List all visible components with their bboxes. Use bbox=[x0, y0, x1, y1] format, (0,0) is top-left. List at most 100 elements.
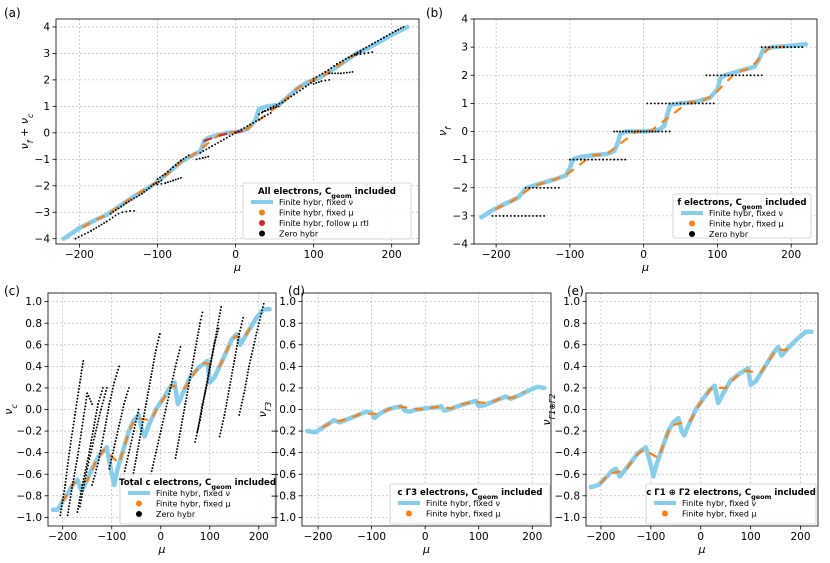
data-point bbox=[506, 214, 509, 217]
data-point bbox=[148, 385, 151, 388]
data-point bbox=[130, 439, 133, 442]
data-point bbox=[353, 53, 356, 56]
plot-area bbox=[588, 329, 814, 490]
y-tick-label: 4 bbox=[461, 14, 468, 26]
data-point bbox=[118, 421, 121, 424]
data-point bbox=[82, 478, 85, 480]
data-point bbox=[206, 381, 209, 384]
data-point bbox=[686, 102, 689, 105]
data-point bbox=[81, 489, 84, 492]
data-point bbox=[342, 71, 345, 74]
data-point bbox=[705, 74, 708, 77]
y-tick-label: −0.4 bbox=[271, 447, 297, 459]
data-point bbox=[92, 477, 95, 480]
data-point bbox=[341, 59, 344, 62]
data-point bbox=[668, 102, 671, 105]
data-point bbox=[154, 349, 157, 352]
x-tick-label: 200 bbox=[382, 249, 402, 261]
data-point bbox=[92, 438, 95, 441]
data-point bbox=[225, 136, 228, 139]
data-point bbox=[182, 415, 185, 418]
data-point bbox=[333, 65, 336, 67]
data-point bbox=[201, 157, 204, 159]
data-point bbox=[350, 54, 353, 57]
data-point bbox=[62, 493, 65, 496]
data-point bbox=[371, 43, 374, 46]
data-point bbox=[114, 209, 117, 211]
data-point bbox=[60, 505, 63, 508]
data-point bbox=[126, 390, 129, 393]
data-point bbox=[120, 415, 123, 418]
data-point bbox=[97, 420, 100, 423]
data-point bbox=[65, 471, 68, 474]
data-point bbox=[127, 451, 130, 454]
data-point bbox=[679, 102, 682, 105]
data-point bbox=[347, 56, 350, 59]
data-point bbox=[216, 327, 219, 330]
data-point bbox=[146, 394, 149, 397]
data-point bbox=[646, 102, 649, 105]
data-point bbox=[260, 312, 263, 315]
data-point bbox=[334, 72, 337, 75]
data-point bbox=[278, 102, 281, 105]
panel-a: (a) −200 −100 0 100 200 −4 −3 −2 −1 0 1 2 3 4 μ νf + νc… bbox=[4, 6, 420, 274]
data-point bbox=[249, 359, 252, 362]
data-point bbox=[164, 172, 167, 175]
data-point bbox=[97, 225, 100, 228]
data-point bbox=[82, 418, 85, 421]
data-point bbox=[100, 223, 103, 226]
data-point bbox=[158, 436, 161, 439]
data-point bbox=[63, 487, 66, 489]
data-point bbox=[251, 349, 254, 352]
y-tick-label: −0.2 bbox=[17, 426, 43, 438]
data-point bbox=[106, 412, 109, 415]
data-point bbox=[661, 130, 664, 133]
data-point bbox=[82, 481, 84, 483]
data-point bbox=[144, 409, 146, 412]
data-point bbox=[168, 390, 171, 392]
data-point bbox=[198, 418, 201, 421]
data-point bbox=[67, 455, 70, 458]
data-point bbox=[69, 496, 72, 499]
data-point bbox=[222, 420, 225, 423]
data-point bbox=[239, 326, 242, 329]
data-point bbox=[177, 177, 180, 180]
data-point bbox=[67, 511, 70, 514]
data-point bbox=[169, 168, 172, 171]
data-point bbox=[240, 128, 243, 131]
data-point bbox=[185, 397, 188, 400]
data-point bbox=[68, 502, 71, 505]
legend-box bbox=[242, 182, 412, 240]
data-point bbox=[277, 105, 280, 108]
data-point bbox=[99, 411, 102, 414]
series-line bbox=[61, 324, 253, 503]
data-point bbox=[73, 417, 76, 420]
legend-title: All electrons, Cgeom included bbox=[258, 187, 396, 200]
data-point bbox=[95, 226, 98, 229]
data-point bbox=[113, 443, 116, 446]
data-point bbox=[324, 79, 327, 82]
legend-entry-label: Finite hybr, fixed μ bbox=[156, 500, 231, 509]
data-point bbox=[132, 433, 135, 436]
data-point bbox=[197, 424, 200, 427]
data-point bbox=[212, 345, 215, 348]
data-point bbox=[76, 394, 79, 397]
data-point bbox=[184, 400, 187, 403]
data-point bbox=[156, 183, 159, 186]
data-point bbox=[318, 74, 321, 77]
data-point bbox=[221, 423, 224, 426]
data-point bbox=[98, 399, 100, 402]
data-point bbox=[191, 364, 194, 367]
data-point bbox=[374, 41, 377, 44]
data-point bbox=[78, 381, 81, 384]
data-point bbox=[74, 237, 77, 240]
data-point bbox=[272, 107, 275, 110]
data-point bbox=[89, 400, 92, 403]
panel-label: (d) bbox=[288, 284, 305, 298]
data-point bbox=[139, 433, 142, 436]
data-point bbox=[362, 48, 365, 51]
data-point bbox=[142, 418, 145, 421]
data-point bbox=[248, 365, 250, 368]
data-point bbox=[189, 376, 192, 379]
data-point bbox=[75, 404, 78, 407]
